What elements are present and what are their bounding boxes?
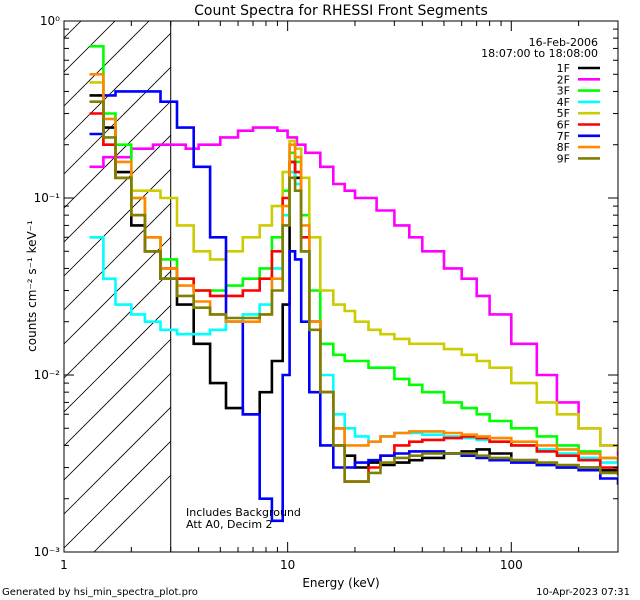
hatch-line <box>64 407 171 515</box>
legend-label-1F: 1F <box>557 62 570 75</box>
hatch-line <box>64 237 171 345</box>
annotation-attenuator: Att A0, Decim 2 <box>186 518 273 531</box>
legend-label-7F: 7F <box>557 130 570 143</box>
x-tick-label: 1 <box>60 558 68 572</box>
excluded-region-hatching <box>64 21 171 552</box>
hatch-line <box>64 135 171 243</box>
hatch-line <box>64 101 171 209</box>
chart-title: Count Spectra for RHESSI Front Segments <box>194 3 488 19</box>
hatch-line <box>64 271 171 379</box>
hatch-line <box>64 21 150 107</box>
hatch-line <box>93 475 171 552</box>
hatch-line <box>64 67 171 175</box>
annotation-background: Includes Background <box>186 506 301 519</box>
hatch-line <box>64 441 171 549</box>
legend-label-9F: 9F <box>557 152 570 165</box>
legend-label-2F: 2F <box>557 73 570 86</box>
hatch-line <box>64 33 171 141</box>
footer-generated-by: Generated by hsi_min_spectra_plot.pro <box>2 587 198 598</box>
y-tick-label: 10⁰ <box>40 14 60 28</box>
series-9F <box>89 100 618 483</box>
series-7F <box>89 90 618 523</box>
hatch-line <box>64 305 171 413</box>
legend-label-8F: 8F <box>557 141 570 154</box>
x-axis-label: Energy (keV) <box>302 576 379 590</box>
x-tick-label: 10 <box>280 558 295 572</box>
legend-label-5F: 5F <box>557 107 570 120</box>
hatch-line <box>64 373 171 481</box>
y-tick-label: 10⁻² <box>34 368 61 382</box>
legend-date: 16-Feb-2006 <box>529 36 598 49</box>
hatch-line <box>64 203 171 311</box>
y-tick-label: 10⁻³ <box>34 545 61 559</box>
x-tick-label: 100 <box>500 558 523 572</box>
series-5F <box>89 81 618 452</box>
legend-label-4F: 4F <box>557 96 570 109</box>
hatch-line <box>64 169 171 277</box>
legend-label-6F: 6F <box>557 119 570 132</box>
y-axis-label: counts cm⁻² s⁻¹ keV⁻¹ <box>25 220 39 352</box>
legend-label-3F: 3F <box>557 85 570 98</box>
y-tick-label: 10⁻¹ <box>34 191 61 205</box>
series-2F <box>89 126 618 456</box>
legend-time-range: 18:07:00 to 18:08:00 <box>481 47 598 60</box>
footer-timestamp: 10-Apr-2023 07:31 <box>536 587 630 598</box>
hatch-line <box>64 21 116 73</box>
hatch-line <box>64 339 171 447</box>
plot-frame <box>63 20 619 553</box>
